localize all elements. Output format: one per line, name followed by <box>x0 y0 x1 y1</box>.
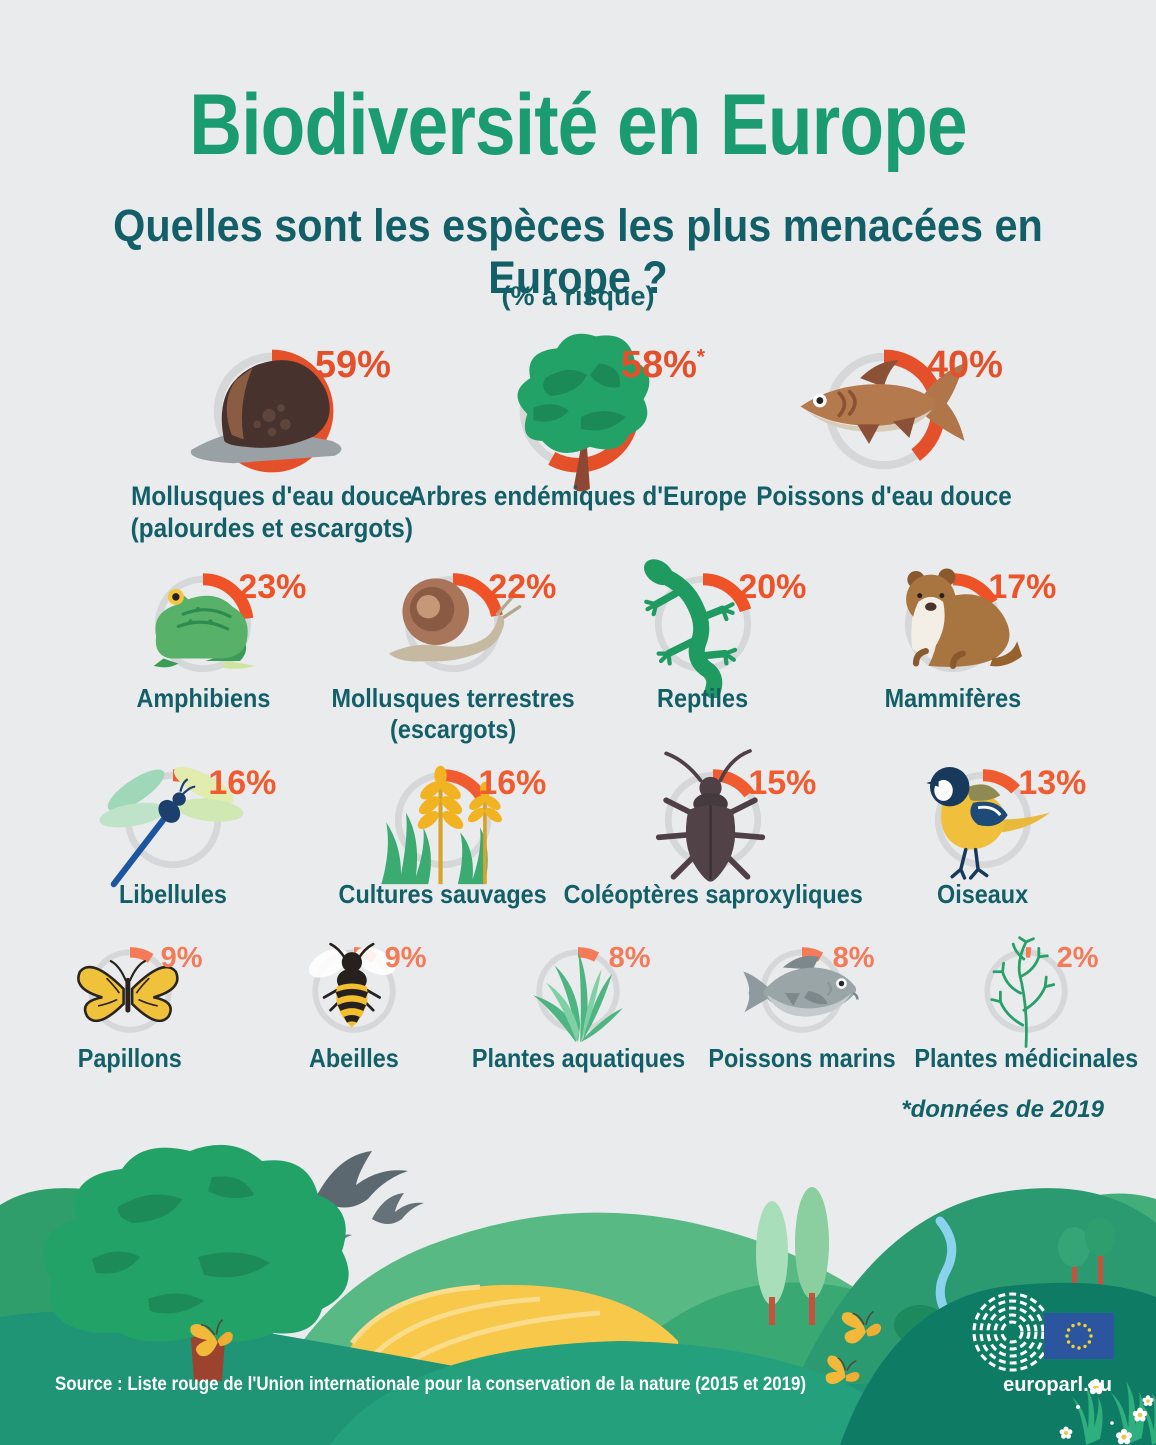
foreground-mound <box>330 1341 930 1445</box>
stat-value: 8% <box>832 942 875 974</box>
stat-label: Amphibiens <box>136 683 270 713</box>
stat-label: Mollusques d'eau douce (palourdes et esca… <box>130 481 414 543</box>
unit-note: (% à risque) <box>501 281 655 311</box>
stat-label: Coléoptères saproxyliques <box>563 879 863 909</box>
stat-item: 8% Poissons marins <box>690 942 914 1074</box>
stat-item: 15% Coléoptères saproxyliques <box>563 749 863 910</box>
stat-item: 22% Mollusques terrestres (escargots) <box>328 568 578 744</box>
data-footnote: *données de 2019 <box>901 1096 1104 1123</box>
stat-value: 59% <box>314 344 391 386</box>
stat-item: 16% Libellules <box>38 764 308 910</box>
stat-item: 40% Poissons d'eau douce <box>731 344 1037 545</box>
europarl-logo-icon <box>972 1292 1114 1372</box>
stat-item: 59% Mollusques d'eau douce (palourdes et e… <box>119 344 425 545</box>
stat-value: 9% <box>160 942 203 974</box>
stat-value: 20% <box>738 568 807 606</box>
stat-value: 8% <box>608 942 651 974</box>
stat-value: 13% <box>1018 764 1087 802</box>
stat-value: 22% <box>488 568 557 606</box>
stat-item: 2% Plantes médicinales <box>914 936 1138 1074</box>
stat-value: 15% <box>748 764 817 802</box>
stat-item: 23% Amphibiens <box>78 568 328 744</box>
stat-label: Plantes médicinales <box>914 1043 1138 1073</box>
stat-value: 2% <box>1056 942 1099 974</box>
stat-item: 13% Oiseaux <box>848 764 1118 910</box>
stat-value: 23% <box>238 568 307 606</box>
stat-value: 9% <box>384 942 427 974</box>
daisies-icon <box>1059 1378 1154 1445</box>
stat-row: 23% Amphibiens 22% Mollusques terrestres (es… <box>0 559 1156 744</box>
stat-label: Papillons <box>77 1043 183 1073</box>
asterisk-marker: * <box>696 345 706 369</box>
stat-row: 16% Libellules 16% Cultures sauvages 15% Colé… <box>0 749 1156 910</box>
stat-value: 16% <box>208 764 277 802</box>
eu-flag-icon <box>1044 1313 1114 1359</box>
stat-label: Poissons d'eau douce <box>756 481 1012 511</box>
stat-item: 8% Plantes aquatiques <box>466 942 690 1074</box>
stat-value: 40% <box>926 344 1003 386</box>
stat-row: 9% Papillons 9% Abeilles 8% Plantes aquatique… <box>0 936 1156 1074</box>
stat-item: 9% Abeilles <box>242 942 466 1074</box>
stat-item: 9% Papillons <box>18 942 242 1074</box>
stat-value: 16% <box>478 764 547 802</box>
stat-label: Reptiles <box>657 683 749 713</box>
stat-label: Plantes aquatiques <box>471 1043 685 1073</box>
stat-item: 58%* Arbres endémiques d'Europe <box>409 333 747 545</box>
stat-label: Abeilles <box>309 1043 399 1073</box>
stat-label: Arbres endémiques d'Europe <box>409 481 747 511</box>
page-subtitle: Quelles sont les espèces les plus menacé… <box>113 200 1043 303</box>
stat-item: 17% Mammifères <box>828 568 1078 744</box>
stat-label: Mammifères <box>884 683 1022 713</box>
source-note: Source : Liste rouge de l'Union internat… <box>55 1374 807 1395</box>
website-label: europarl.eu <box>1003 1374 1112 1396</box>
page-title: Biodiversité en Europe <box>189 77 967 173</box>
stat-label: Poissons marins <box>708 1043 896 1073</box>
poplar-trees-icon <box>756 1187 829 1325</box>
small-trees-icon <box>1058 1218 1115 1303</box>
stat-label: Libellules <box>119 879 227 909</box>
stat-value: 17% <box>988 568 1057 606</box>
stat-label: Cultures sauvages <box>338 879 548 909</box>
stat-label: Oiseaux <box>937 879 1029 909</box>
stat-item: 20% Reptiles <box>578 559 828 744</box>
stat-label: Mollusques terrestres (escargots) <box>331 683 575 744</box>
stat-row: 59% Mollusques d'eau douce (palourdes et e… <box>0 333 1156 545</box>
footer-landscape-illustration <box>0 1144 1156 1445</box>
stat-value: 58%* <box>620 344 706 386</box>
stat-item: 16% Cultures sauvages <box>308 764 578 910</box>
